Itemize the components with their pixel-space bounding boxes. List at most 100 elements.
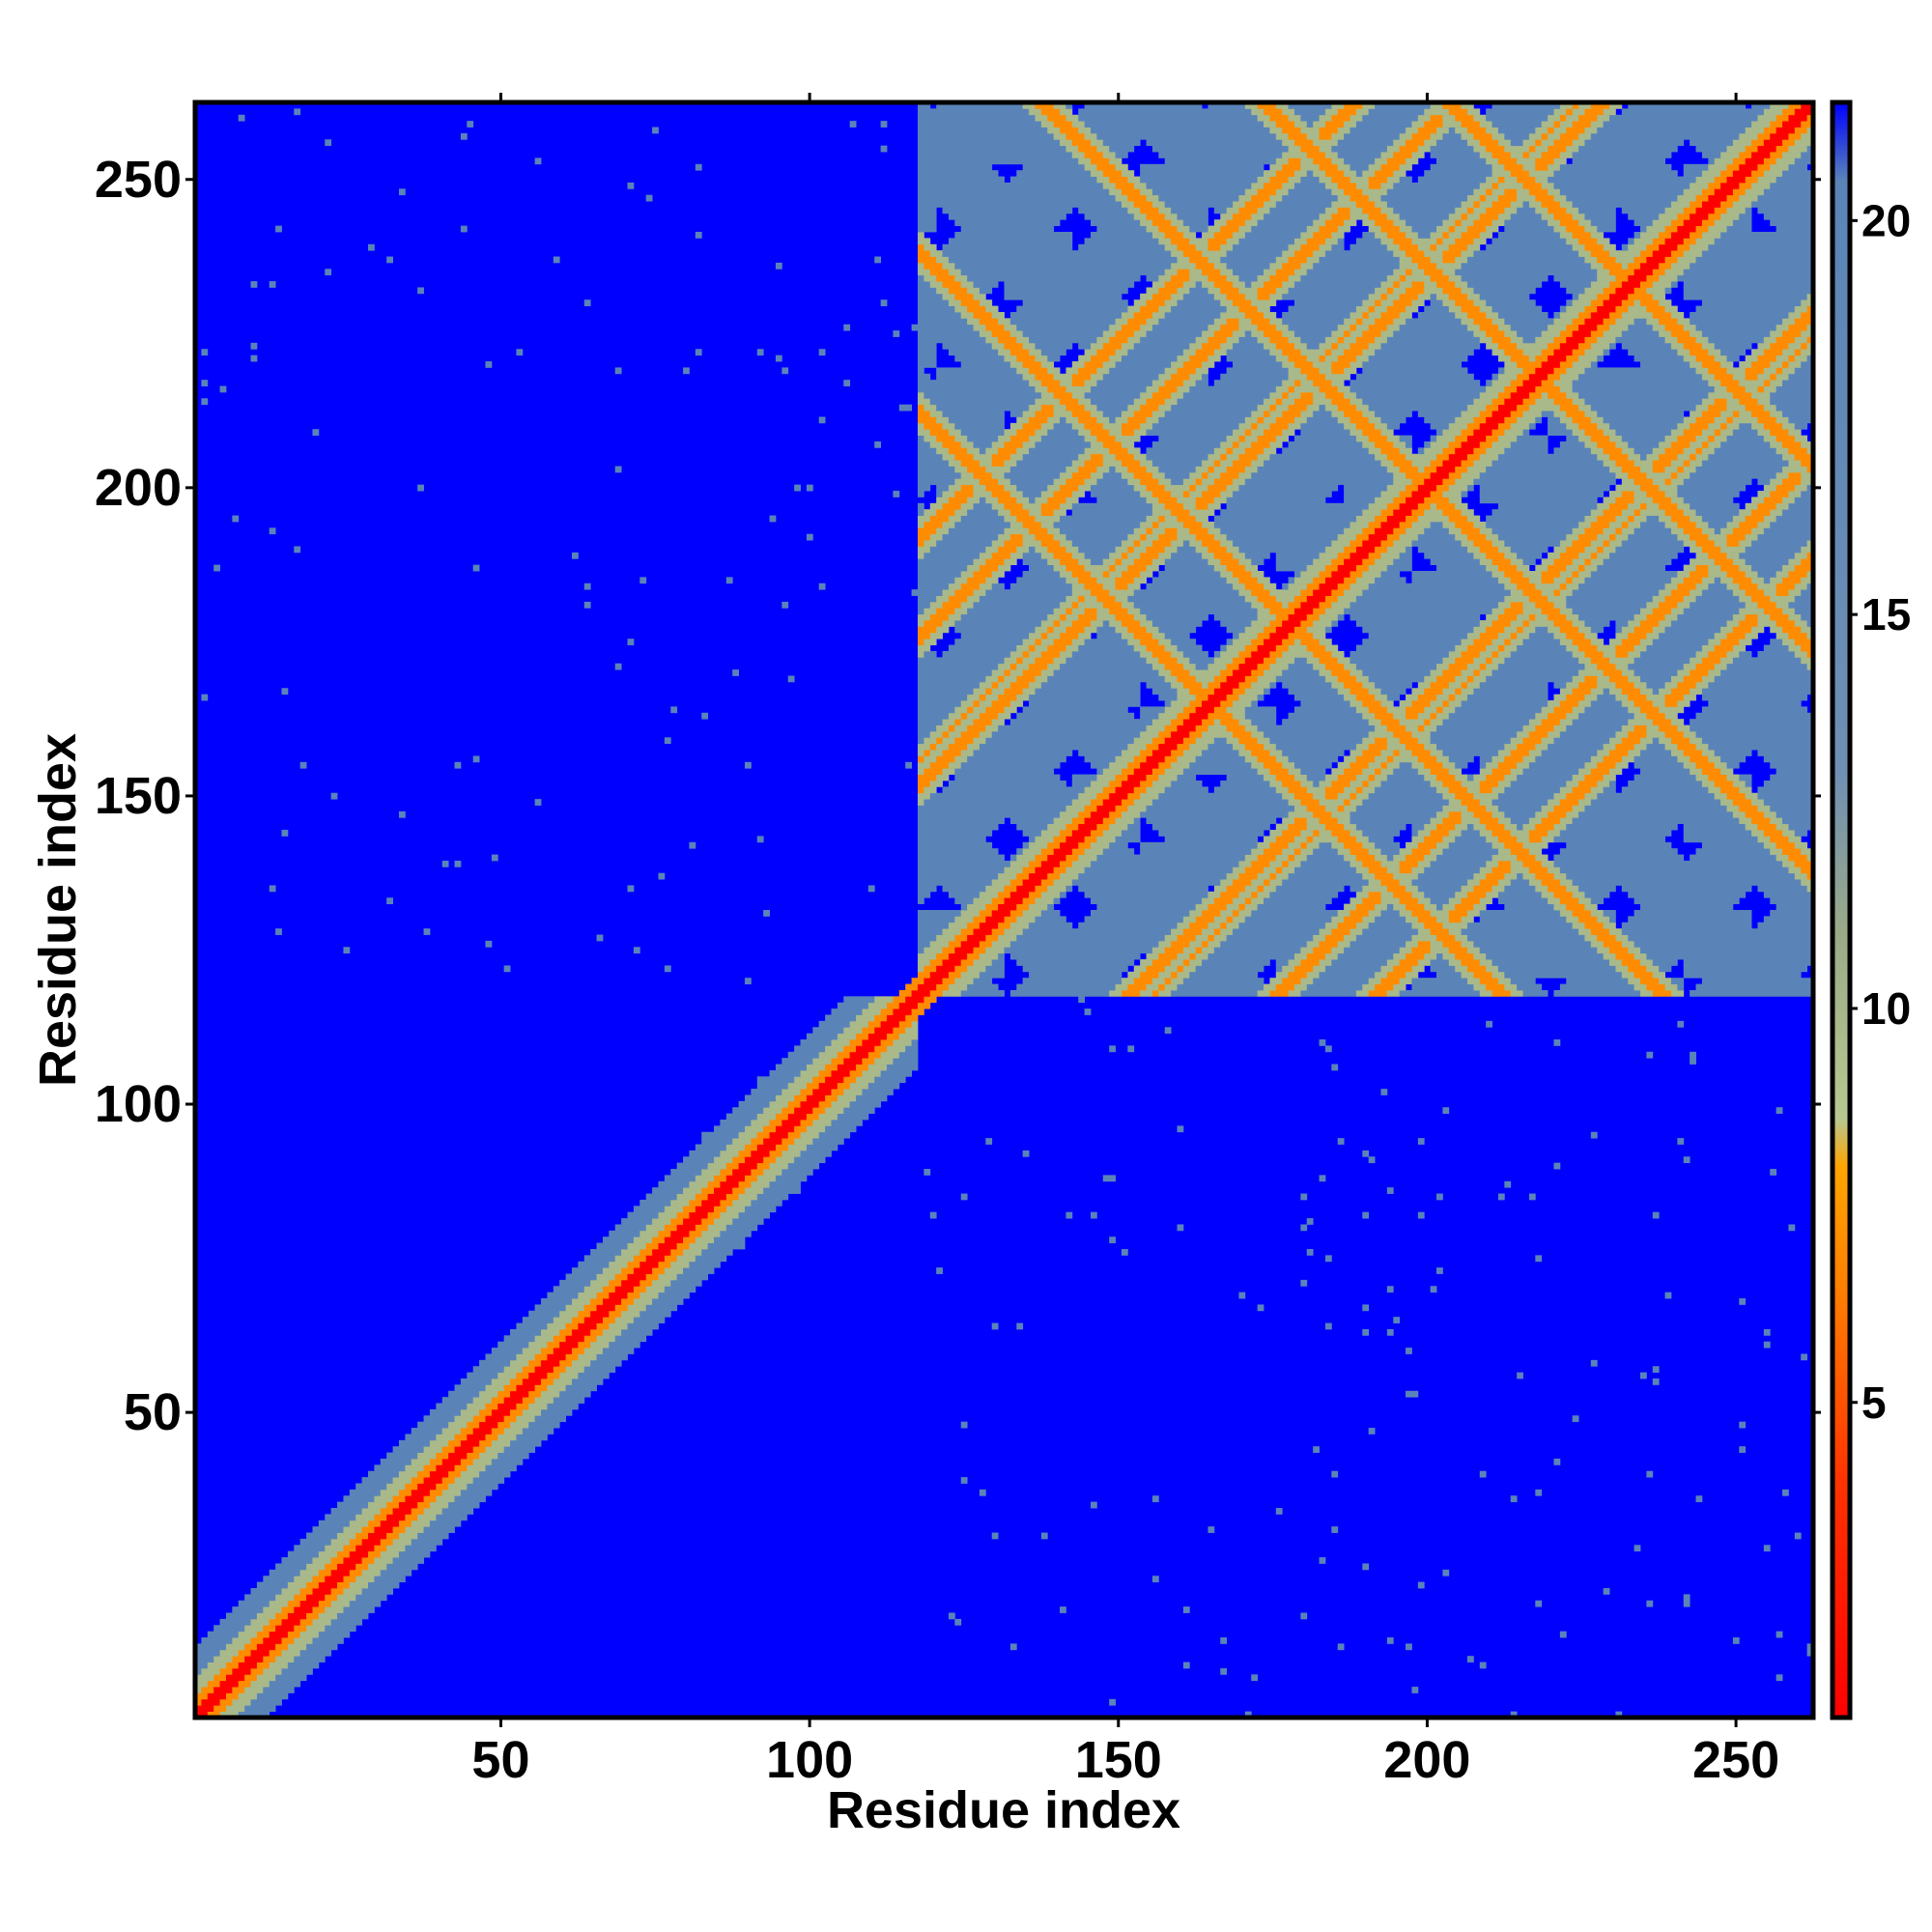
heatmap-cell [1763,830,1783,837]
heatmap-cell [1368,989,1388,997]
heatmap-cell [1720,440,1771,448]
heatmap-cell [1436,663,1450,670]
heatmap-cell [1331,947,1345,954]
heatmap-cell [1782,1489,1789,1496]
heatmap-cell [423,1446,443,1453]
heatmap-cell [1264,983,1277,991]
heatmap-cell [936,983,950,991]
heatmap-cell [1040,620,1055,627]
heatmap-cell [1406,971,1419,979]
heatmap-cell [954,639,1024,645]
heatmap-cell [1683,527,1703,535]
heatmap-cell [942,440,962,448]
heatmap-cell [856,1076,875,1084]
heatmap-cell [1510,577,1530,584]
heatmap-cell [1213,897,1234,905]
heatmap-cell [201,1687,214,1693]
heatmap-cell [201,398,209,406]
heatmap-cell [1726,774,1740,781]
heatmap-cell [306,1532,338,1540]
heatmap-cell [1677,755,1690,763]
heatmap-cell [1745,533,1758,541]
heatmap-cell [1202,330,1215,337]
heatmap-cell [1406,318,1462,326]
heatmap-cell [299,761,307,769]
heatmap-cell [1065,805,1086,812]
heatmap-cell [1442,509,1462,516]
heatmap-cell [1035,533,1055,541]
heatmap-cell [1659,724,1678,732]
heatmap-cell [1393,891,1412,898]
heatmap-cell [1029,435,1042,442]
heatmap-cell [1559,416,1574,424]
heatmap-cell [1701,675,1716,683]
heatmap-cell [683,1156,715,1164]
heatmap-cell [1091,429,1110,437]
heatmap-cell [1065,404,1086,412]
heatmap-cell [1436,786,1450,794]
heatmap-cell [812,1089,832,1095]
heatmap-cell [936,416,950,424]
heatmap-cell [1324,391,1345,399]
heatmap-cell [1578,391,1709,399]
heatmap-cell [756,1144,777,1151]
heatmap-cell [676,1242,690,1250]
heatmap-cell [1770,391,1814,399]
heatmap-cell [1448,947,1468,954]
heatmap-cell [1293,694,1345,701]
heatmap-cell [497,1341,529,1349]
heatmap-cell [1473,330,1487,337]
heatmap-cell [1448,810,1462,818]
heatmap-cell [1517,404,1530,412]
heatmap-cell [936,952,950,960]
heatmap-cell [1300,768,1326,775]
heatmap-cell [1096,380,1153,386]
heatmap-cell [707,1242,746,1250]
heatmap-cell [1776,336,1796,344]
heatmap-cell [1683,466,1696,473]
heatmap-cell [936,509,955,516]
heatmap-cell [1060,398,1079,406]
heatmap-cell [1368,404,1468,412]
heatmap-cell [1486,466,1610,473]
heatmap-cell [1029,872,1048,880]
heatmap-cell [1701,750,1716,756]
heatmap-cell [1264,398,1277,406]
heatmap-cell [1609,466,1623,473]
heatmap-cell [1177,657,1190,665]
heatmap-cell [1275,675,1326,683]
heatmap-cell [1714,558,1734,566]
heatmap-cell [1522,398,1536,406]
heatmap-cell [1461,639,1474,645]
heatmap-cell [1510,830,1530,837]
heatmap-cell [633,1317,666,1323]
heatmap-cell [1763,755,1814,763]
heatmap-cell [1708,743,1814,751]
heatmap-cell [1517,761,1530,769]
heatmap-cell [1355,675,1370,683]
heatmap-cell [1535,743,1548,751]
heatmap-cell [1492,527,1574,535]
heatmap-cell [1171,391,1184,399]
heatmap-cell [1455,792,1474,800]
heatmap-cell [1492,398,1505,406]
heatmap-cell [985,558,1005,566]
heatmap-cell [1670,719,1685,725]
heatmap-cell [1776,571,1789,578]
heatmap-cell [1553,398,1574,406]
heatmap-cell [1220,558,1239,566]
heatmap-cell [1096,613,1116,621]
heatmap-cell [973,502,993,510]
heatmap-cell [1053,564,1066,572]
heatmap-cell [1282,669,1320,676]
heatmap-cell [256,1612,276,1620]
heatmap-cell [1386,293,1401,300]
heatmap-cell [1140,650,1153,658]
heatmap-cell [1393,497,1406,504]
heatmap-cell [1269,453,1376,461]
heatmap-cell [954,509,968,516]
heatmap-cell [787,675,795,683]
heatmap-cell [1763,404,1777,412]
heatmap-cell [707,1211,721,1219]
heatmap-cell [1634,497,1654,504]
